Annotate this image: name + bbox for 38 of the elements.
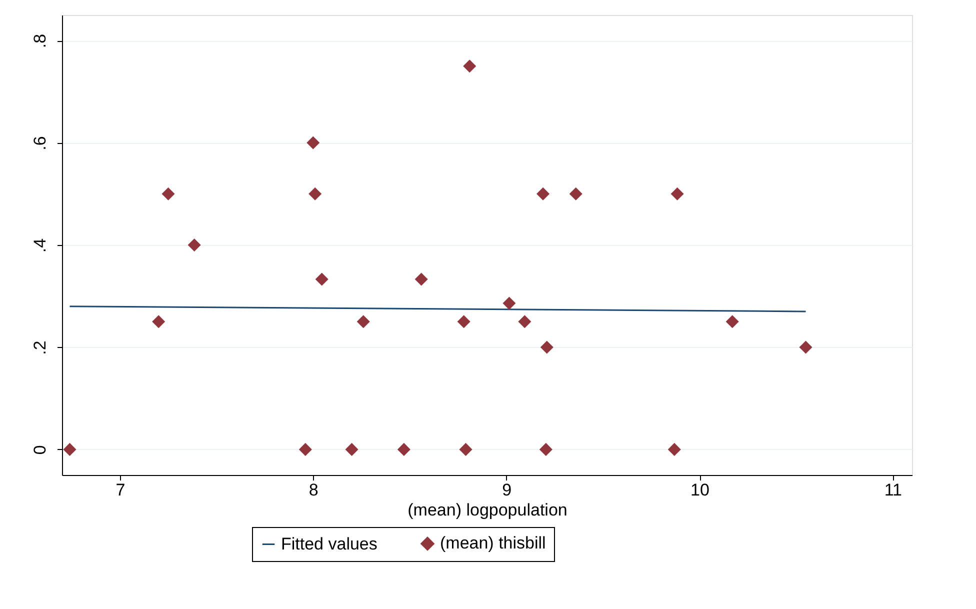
point: [536, 187, 550, 200]
point: [502, 296, 516, 310]
point: [63, 442, 76, 456]
point: [539, 442, 552, 456]
point: [726, 315, 739, 328]
point: [397, 442, 410, 456]
point: [356, 315, 370, 328]
point: [463, 60, 476, 73]
x-tick-label: 10: [690, 480, 710, 500]
point: [414, 272, 428, 286]
x-axis-title: (mean) logpopulation: [408, 500, 568, 520]
x-tick-label: 7: [116, 480, 126, 500]
y-tick-label: .6: [30, 136, 50, 150]
x-tick-label: 9: [502, 480, 512, 500]
point: [668, 442, 681, 456]
y-tick-label: .2: [30, 340, 50, 355]
point: [188, 238, 201, 252]
point: [518, 315, 532, 328]
point: [308, 187, 322, 200]
y-tick-label: .8: [30, 34, 50, 48]
point: [569, 187, 582, 200]
x-tick-label: 11: [884, 480, 902, 500]
point: [457, 315, 470, 328]
point: [152, 315, 166, 328]
point: [298, 442, 312, 456]
y-tick-label: 0: [30, 445, 50, 455]
point: [459, 442, 472, 456]
legend-label: Fitted values: [281, 534, 378, 554]
y-tick-label: .4: [30, 238, 50, 253]
point: [345, 442, 358, 456]
point: [306, 136, 320, 150]
point: [540, 340, 554, 354]
point: [315, 272, 328, 286]
x-tick-label: 8: [308, 480, 318, 500]
point: [162, 187, 175, 200]
point: [799, 340, 812, 354]
point: [670, 187, 684, 200]
legend-label: (mean) thisbill: [440, 534, 546, 553]
